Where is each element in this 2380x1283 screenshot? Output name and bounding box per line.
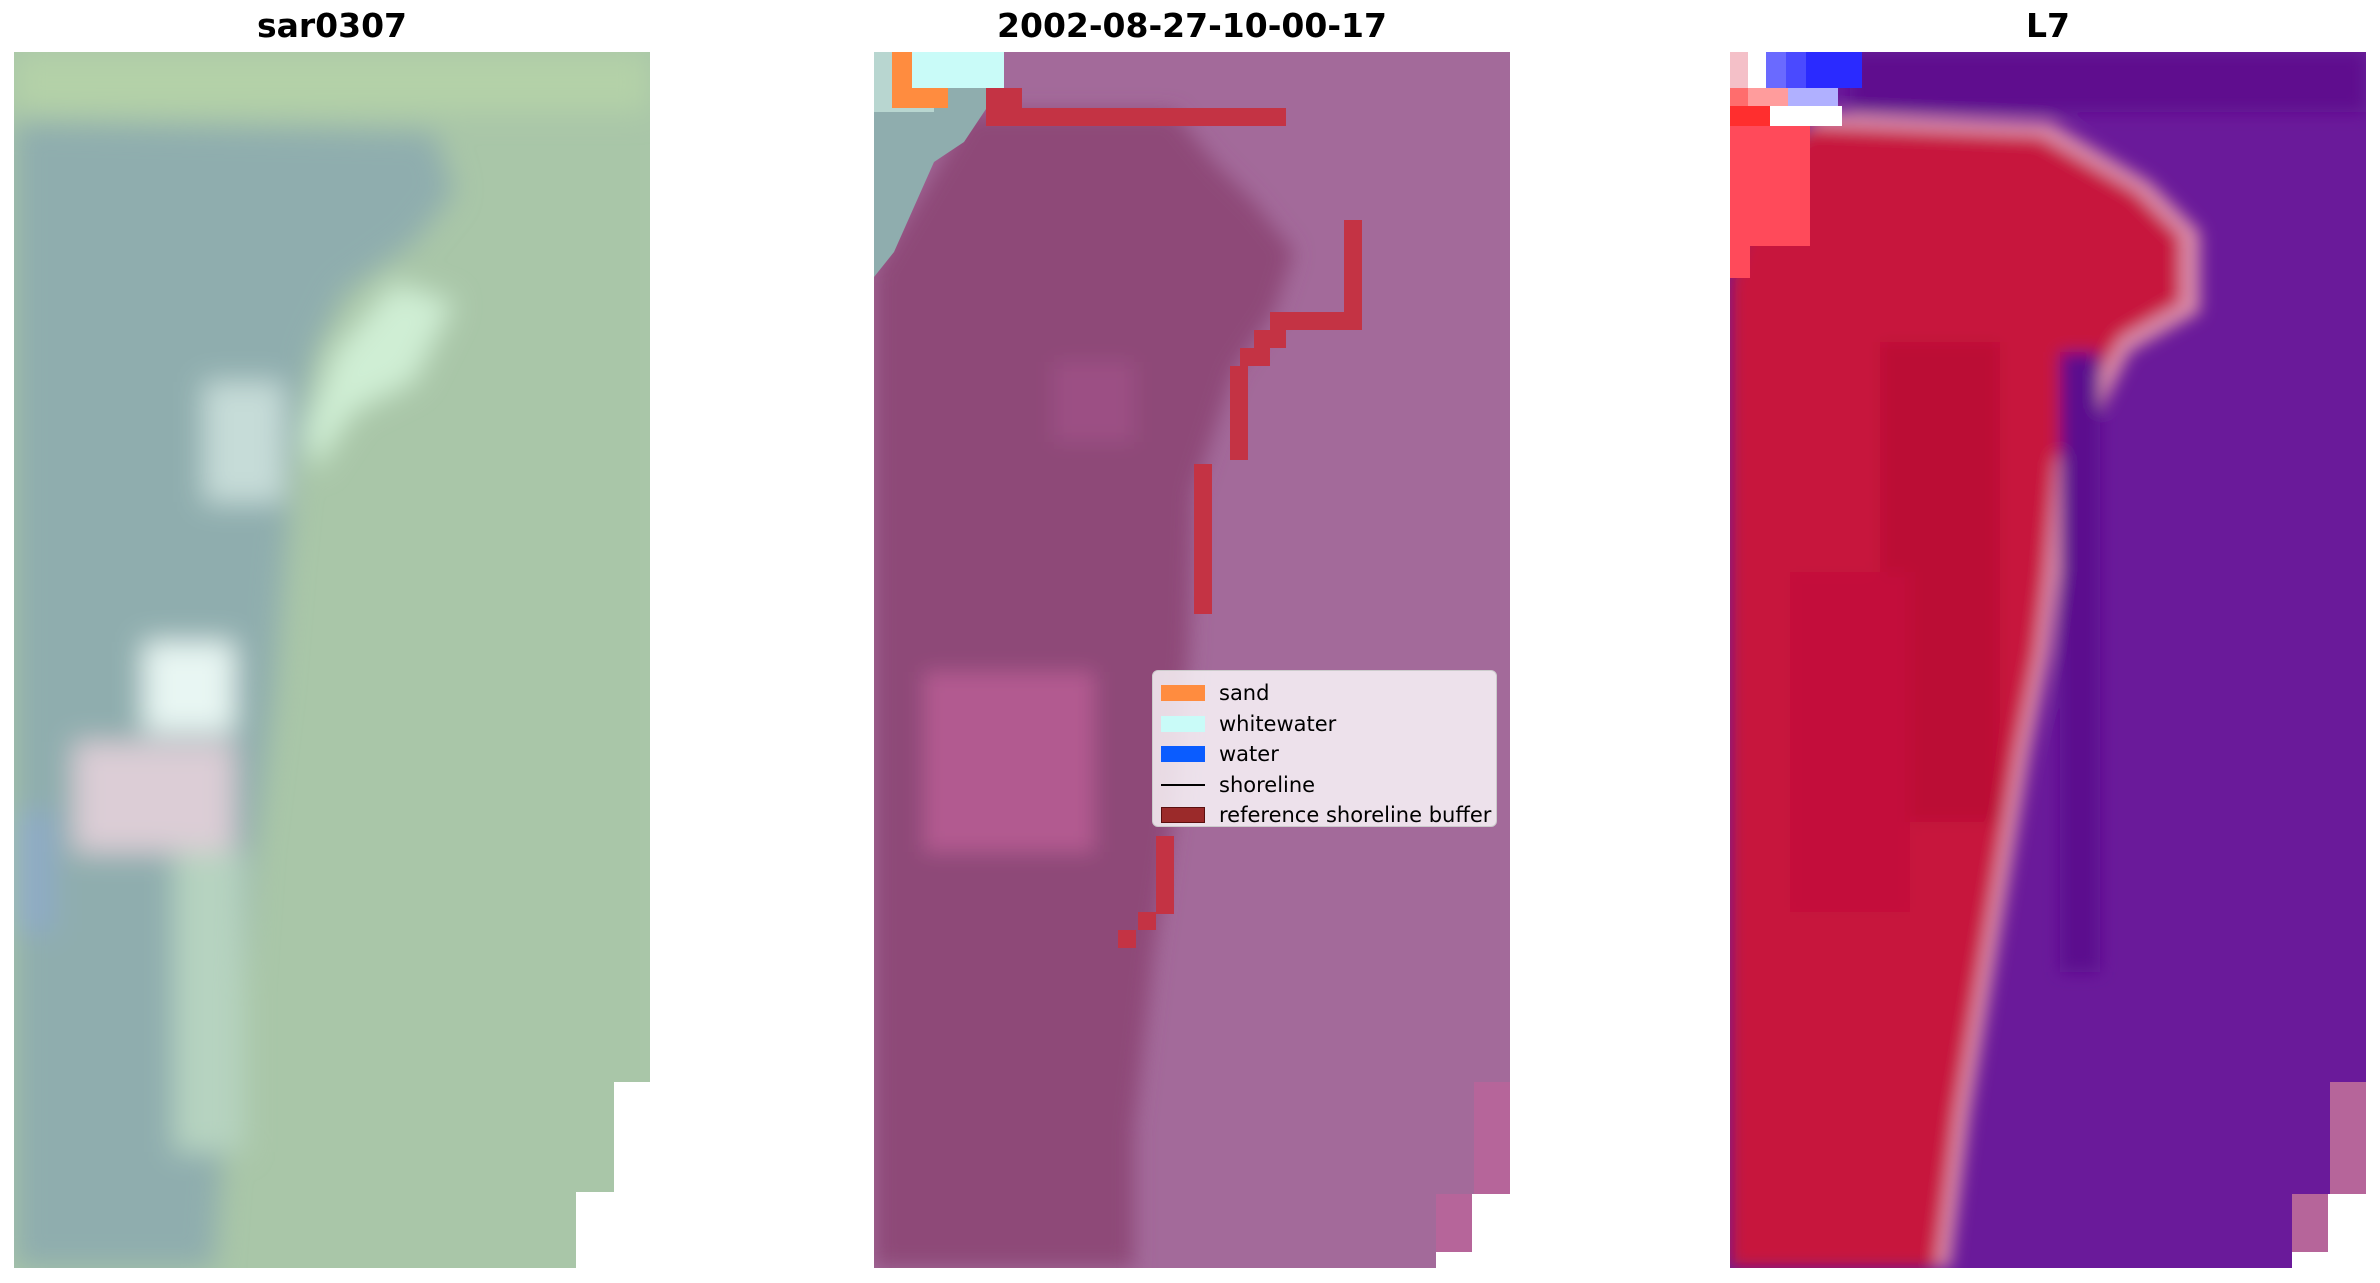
rgb-image-panel bbox=[14, 52, 650, 1268]
rgb-image bbox=[14, 52, 650, 1268]
panel-title-index: L7 bbox=[2026, 6, 2070, 45]
classified-image bbox=[874, 52, 1510, 1268]
legend-label: reference shoreline buffer bbox=[1219, 803, 1492, 828]
whitewater-swatch bbox=[1161, 715, 1205, 732]
legend-item-water: water bbox=[1161, 739, 1496, 770]
legend-label: sand bbox=[1219, 681, 1270, 706]
legend-label: shoreline bbox=[1219, 772, 1316, 797]
shoreline-line-swatch bbox=[1161, 777, 1205, 793]
reference-shoreline-buffer bbox=[986, 88, 1362, 948]
panel-title-classified: 2002-08-27-10-00-17 bbox=[997, 6, 1387, 45]
legend: sand whitewater water shoreline referenc… bbox=[1152, 670, 1497, 827]
sand-swatch bbox=[1161, 685, 1205, 702]
index-image bbox=[1730, 52, 2366, 1268]
legend-item-reference-shoreline-buffer: reference shoreline buffer bbox=[1161, 800, 1496, 831]
legend-item-shoreline: shoreline bbox=[1161, 770, 1496, 801]
panel-title-rgb: sar0307 bbox=[256, 6, 408, 45]
index-image-panel bbox=[1730, 52, 2366, 1268]
sand-class-region bbox=[892, 52, 912, 88]
legend-label: water bbox=[1219, 742, 1279, 767]
whitewater-class-region bbox=[912, 52, 1004, 88]
legend-item-sand: sand bbox=[1161, 678, 1496, 709]
legend-item-whitewater: whitewater bbox=[1161, 709, 1496, 740]
buffer-swatch bbox=[1161, 807, 1205, 824]
classified-image-panel bbox=[874, 52, 1510, 1268]
water-swatch bbox=[1161, 746, 1205, 763]
legend-label: whitewater bbox=[1219, 711, 1337, 736]
